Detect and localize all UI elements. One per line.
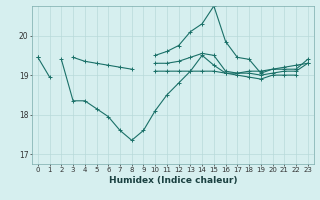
X-axis label: Humidex (Indice chaleur): Humidex (Indice chaleur) bbox=[108, 176, 237, 185]
